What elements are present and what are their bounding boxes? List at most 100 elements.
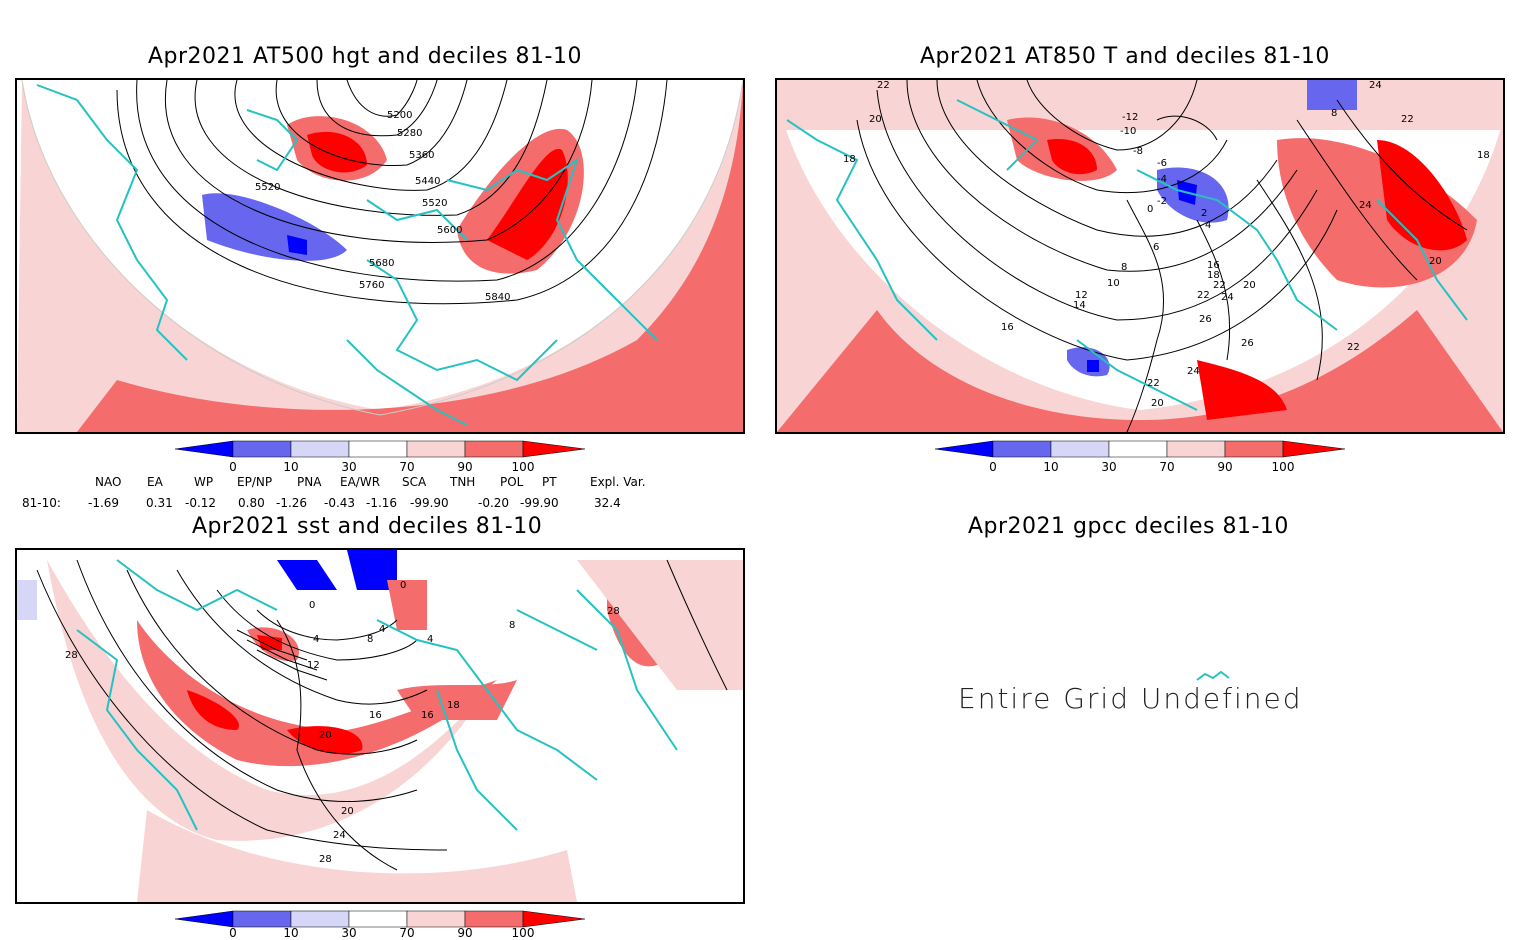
- colorbar-tick-label: 70: [1159, 460, 1175, 474]
- contour-label: -8: [1133, 146, 1143, 157]
- index-header: TNH: [450, 475, 476, 489]
- colorbar-tick-label: 70: [399, 926, 415, 940]
- contour-label: 18: [843, 154, 856, 165]
- map-at850-svg: [777, 80, 1503, 432]
- colorbar-tick-label: 0: [229, 460, 237, 474]
- contour-label: 4: [427, 634, 434, 645]
- panel3-title: Apr2021 sst and deciles 81-10: [192, 514, 543, 539]
- index-value: -1.26: [276, 496, 308, 510]
- contour-label: 20: [341, 806, 354, 817]
- decile-white-region: [837, 140, 1467, 380]
- index-value: -1.69: [88, 496, 120, 510]
- decile-above100-region-2: [287, 726, 363, 754]
- decile-90-100-region: [777, 310, 1503, 432]
- contour-label: 8: [1331, 108, 1338, 119]
- index-header: SCA: [402, 475, 427, 489]
- index-header: EA: [147, 475, 163, 489]
- colorbar-svg: [174, 440, 586, 458]
- contour-label: 16: [1207, 260, 1220, 271]
- contour-label: 18: [1207, 270, 1220, 281]
- contour-label: 16: [369, 710, 382, 721]
- decile-above100-region: [187, 690, 239, 730]
- contour-label: 8: [1121, 262, 1128, 273]
- contour-label: 14: [1073, 300, 1086, 311]
- contour-label: 5520: [255, 182, 281, 193]
- contour-label: 24: [1187, 366, 1200, 377]
- index-value: 0.80: [238, 496, 265, 510]
- decile-above100-region-2: [487, 148, 568, 260]
- index-value: 0.31: [146, 496, 173, 510]
- decile-below10-region-2: [347, 550, 397, 590]
- index-header: WP: [194, 475, 214, 489]
- decile-90-100-region-3: [1277, 138, 1477, 288]
- contour-label: 18: [1477, 150, 1490, 161]
- colorbar-tick-label: 10: [283, 460, 299, 474]
- contour-label: 22: [1213, 280, 1226, 291]
- contour-label: 2: [1201, 208, 1208, 219]
- contour-label: 8: [367, 634, 374, 645]
- contour-label: 20: [319, 730, 332, 741]
- index-header: POL: [500, 475, 524, 489]
- index-value: -0.20: [478, 496, 510, 510]
- decile-30-50-region: [202, 193, 347, 261]
- contour-label: 0: [309, 600, 316, 611]
- decile-90-100-region-3: [387, 580, 427, 630]
- map-panel-at500: 5200 5280 5360 5440 5520 5520 5600 5680 …: [15, 78, 745, 434]
- indices-header-row: NAO EA WP EP/NP PNA EA/WR SCA TNH POL PT…: [0, 475, 760, 491]
- contour-label: 24: [1221, 292, 1234, 303]
- contour-label: 5200: [387, 110, 413, 121]
- index-header: Expl. Var.: [590, 475, 646, 489]
- contour-label: 20: [1151, 398, 1164, 409]
- index-value: -99.90: [410, 496, 449, 510]
- colorbar-tick-label: 0: [229, 926, 237, 940]
- contour-label: 24: [1369, 80, 1382, 91]
- panel4-title: Apr2021 gpcc deciles 81-10: [968, 514, 1289, 539]
- contour-label: 20: [1429, 256, 1442, 267]
- contour-label: 20: [869, 114, 882, 125]
- contour-label: 24: [333, 830, 346, 841]
- index-row-label: 81-10:: [22, 496, 61, 510]
- colorbar-at500: 0 10 30 70 90 100: [174, 440, 595, 476]
- decile-70-90-region-2: [577, 560, 743, 690]
- contour-label: 16: [1001, 322, 1014, 333]
- contour-label: 22: [1401, 114, 1414, 125]
- colorbar-tick-label: 100: [511, 460, 535, 474]
- decile-70-90-region: [777, 100, 1503, 432]
- contour-label: 0: [1147, 204, 1154, 215]
- decile-90-100-region: [137, 620, 497, 767]
- contour-label: 0: [400, 580, 407, 591]
- indices-value-row: 81-10: -1.69 0.31 -0.12 0.80 -1.26 -0.43…: [0, 496, 760, 512]
- contour-label: -10: [1120, 126, 1137, 137]
- index-value: 32.4: [594, 496, 621, 510]
- panel1-title: Apr2021 AT500 hgt and deciles 81-10: [148, 44, 582, 69]
- contour-label: 28: [65, 650, 78, 661]
- colorbar-tick-label: 10: [283, 926, 299, 940]
- decile-above100-region: [307, 131, 367, 173]
- index-header: EP/NP: [237, 475, 273, 489]
- contour-label: 5760: [359, 280, 385, 291]
- index-value: -0.12: [185, 496, 217, 510]
- contour-label: 18: [447, 700, 460, 711]
- colorbar-tick-label: 90: [457, 460, 473, 474]
- contour-label: 20: [1243, 280, 1256, 291]
- contour-label: 5600: [437, 225, 463, 236]
- contour-label: 5520: [422, 198, 448, 209]
- contour-label: 4: [379, 624, 386, 635]
- colorbar-tick-label: 90: [1217, 460, 1233, 474]
- contour-label: 22: [877, 80, 890, 91]
- contour-label: 26: [1199, 314, 1212, 325]
- contour-label: 12: [307, 660, 320, 671]
- contour-label: 5440: [415, 176, 441, 187]
- contour-label: 22: [1197, 290, 1210, 301]
- colorbar-tick-label: 100: [511, 926, 535, 940]
- contour-label: 22: [1147, 378, 1160, 389]
- contour-label: 12: [1075, 290, 1088, 301]
- decile-below10-region: [277, 560, 337, 590]
- colorbar-tick-label: 30: [1101, 460, 1117, 474]
- index-value: -1.16: [366, 496, 398, 510]
- panel2-title: Apr2021 AT850 T and deciles 81-10: [920, 44, 1330, 69]
- contour-label: 28: [319, 854, 332, 865]
- map-panel-at850: 22 20 18 -12 -10 -8 -6 -4 -2 0 2 4 6 8 1…: [775, 78, 1505, 434]
- index-header: PT: [542, 475, 557, 489]
- decile-70-90-region: [17, 80, 743, 432]
